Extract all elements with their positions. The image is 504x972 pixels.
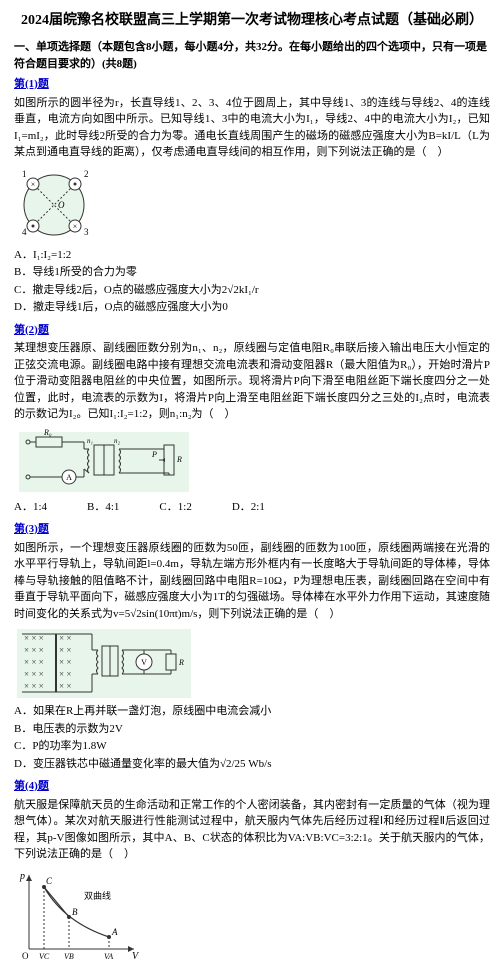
q2-figure: R₀ A n₁ n₂ P R — [14, 427, 194, 497]
svg-text:×: × — [73, 222, 78, 231]
svg-text:R: R — [178, 658, 184, 667]
q3-optD: D．变压器铁芯中磁通量变化率的最大值为√2/25 Wb/s — [14, 756, 490, 773]
q2-optB: B．4:1 — [87, 499, 119, 516]
svg-text:n₁: n₁ — [87, 437, 93, 445]
page-title: 2024届皖豫名校联盟高三上学期第一次考试物理核心考点试题（基础必刷） — [14, 10, 490, 31]
svg-text:n₂: n₂ — [114, 437, 121, 445]
q3-optC: C．P的功率为1.8W — [14, 738, 490, 755]
q4-number: 第(4)题 — [14, 778, 490, 795]
q4-text: 航天服是保障航天员的生命活动和正常工作的个人密闭装备，其内密封有一定质量的气体（… — [14, 797, 490, 863]
svg-text:1: 1 — [22, 169, 27, 179]
svg-text:× ×: × × — [59, 669, 71, 679]
tick-va: VA — [104, 952, 113, 961]
q3-options: A．如果在R上再并联一盏灯泡，原线圈中电流会减小 B．电压表的示数为2V C．P… — [14, 703, 490, 772]
svg-text:P: P — [151, 450, 157, 459]
q1-number: 第(1)题 — [14, 76, 490, 93]
svg-text:R: R — [176, 455, 182, 464]
q3-number: 第(3)题 — [14, 521, 490, 538]
svg-text:× × ×: × × × — [24, 645, 44, 655]
q2-text: 某理想变压器原、副线圈匝数分别为n₁、n₂，原线圈与定值电阻R₀串联后接入输出电… — [14, 340, 490, 423]
q1-optD: D．撤走导线1后，O点的磁感应强度大小为0 — [14, 299, 490, 316]
q3-optA: A．如果在R上再并联一盏灯泡，原线圈中电流会减小 — [14, 703, 490, 720]
origin-label: O — [22, 951, 29, 961]
svg-text:× × ×: × × × — [24, 657, 44, 667]
svg-text:R₀: R₀ — [43, 428, 52, 437]
tick-vc: VC — [39, 952, 50, 961]
section-header: 一、单项选择题（本题包含8小题，每小题4分，共32分。在每小题给出的四个选项中，… — [14, 39, 490, 72]
svg-text:3: 3 — [84, 227, 89, 237]
svg-text:×: × — [31, 180, 36, 189]
q4-figure: p V O C B A 双曲线 VC VB VA — [14, 867, 144, 962]
svg-text:V: V — [141, 658, 147, 667]
point-A: A — [111, 927, 118, 937]
tick-vb: VB — [64, 952, 74, 961]
q3-figure: × × ×× × × × × ×× × × × × × × ×× × × ×× … — [14, 626, 194, 701]
svg-text:4: 4 — [22, 227, 27, 237]
svg-text:2: 2 — [84, 169, 89, 179]
svg-text:× ×: × × — [59, 681, 71, 691]
q3-text: 如图所示，一个理想变压器原线圈的匝数为50匝，副线圈的匝数为100匝，原线圈两端… — [14, 540, 490, 623]
curve-label: 双曲线 — [84, 890, 111, 901]
svg-text:× ×: × × — [59, 645, 71, 655]
q1-figure: × × 1 2 3 4 O — [14, 165, 100, 245]
q2-optC: C．1:2 — [159, 499, 191, 516]
svg-text:× × ×: × × × — [24, 669, 44, 679]
q1-optC: C．撤走导线2后，O点的磁感应强度大小为2√2kI₁/r — [14, 282, 490, 299]
svg-text:O: O — [58, 200, 65, 210]
q2-optA: A．1:4 — [14, 499, 47, 516]
axis-p-label: p — [19, 871, 25, 882]
svg-text:× × ×: × × × — [24, 681, 44, 691]
q1-options: A．I₁:I₂=1:2 B．导线1所受的合力为零 C．撤走导线2后，O点的磁感应… — [14, 247, 490, 316]
q1-text: 如图所示的圆半径为r，长直导线1、2、3、4位于圆周上，其中导线1、3的连线与导… — [14, 95, 490, 161]
q3-optB: B．电压表的示数为2V — [14, 721, 490, 738]
q1-optB: B．导线1所受的合力为零 — [14, 264, 490, 281]
point-C: C — [46, 876, 53, 886]
q1-optA: A．I₁:I₂=1:2 — [14, 247, 490, 264]
svg-text:× ×: × × — [59, 657, 71, 667]
q2-optD: D．2:1 — [232, 499, 265, 516]
point-B: B — [72, 907, 78, 917]
svg-text:A: A — [66, 473, 72, 482]
q2-options: A．1:4 B．4:1 C．1:2 D．2:1 — [14, 499, 490, 516]
axis-v-label: V — [132, 951, 140, 962]
q2-number: 第(2)题 — [14, 322, 490, 339]
